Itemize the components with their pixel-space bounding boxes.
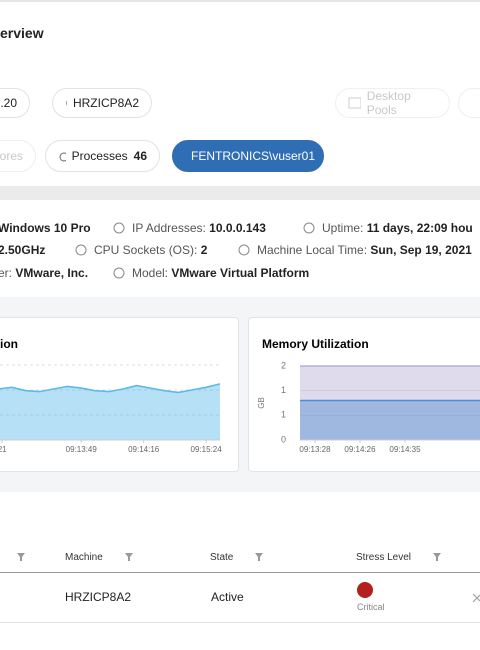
node[interactable]: 0.20 — [0, 88, 30, 118]
detail-label: er: — [0, 266, 13, 280]
area-fill — [0, 383, 220, 440]
x-tick-label: 09:15:24 — [191, 445, 223, 454]
detail-icon — [238, 244, 250, 256]
node-label: tores — [0, 149, 23, 163]
node-label: Processes — [71, 149, 128, 163]
detail-label: Model: — [132, 266, 169, 280]
cell: Critical — [357, 602, 385, 612]
detail-item: IP Addresses: 10.0.0.143 — [112, 221, 266, 235]
node[interactable]: Processes 46 — [45, 140, 160, 172]
node-count: 46 — [133, 149, 147, 163]
detail-label: Uptime: — [322, 221, 364, 235]
filter-icon[interactable] — [124, 552, 134, 562]
y-axis-label: GB — [257, 397, 266, 409]
top-border — [0, 0, 480, 2]
detail-value: VMware, Inc. — [15, 266, 89, 280]
area-fill — [300, 400, 480, 440]
detail-item: Machine Local Time: Sun, Sep 19, 2021 — [237, 243, 472, 257]
detail-value: 11 days, 22:09 hou — [366, 221, 473, 235]
detail-item: er: VMware, Inc. — [0, 266, 88, 280]
node[interactable]: HRZICP8A2 — [52, 88, 152, 118]
node-label: Desktop Pools — [366, 89, 411, 117]
y-tick-label: 2 — [281, 360, 286, 370]
column-header: Stress Level — [356, 552, 412, 563]
cell: Active — [211, 590, 244, 604]
detail-value: VMware Virtual Platform — [171, 266, 310, 280]
detail-item: Uptime: 11 days, 22:09 hou — [302, 221, 473, 235]
x-tick-label: 21 — [0, 445, 7, 454]
node[interactable] — [458, 88, 480, 118]
x-tick-label: 09:14:16 — [128, 445, 160, 454]
detail-label: IP Addresses: — [132, 221, 206, 235]
chart-title: tion — [0, 337, 18, 351]
y-tick-label: 1 — [281, 385, 286, 395]
node-icon — [348, 97, 361, 109]
node[interactable]: Desktop Pools — [335, 88, 450, 118]
detail-label: Machine Local Time: — [257, 243, 368, 257]
node-label: HRZICP8A2 — [72, 96, 139, 110]
x-tick-label: 09:14:26 — [344, 445, 376, 454]
chart-card — [248, 317, 480, 472]
row-rule — [0, 622, 480, 623]
detail-icon — [75, 244, 87, 256]
chart-card — [0, 317, 239, 472]
detail-value: 2 — [200, 243, 208, 257]
header-rule — [0, 572, 480, 573]
detail-item: 2.50GHz — [0, 243, 45, 257]
node[interactable]: tores — [0, 140, 36, 172]
detail-value: 10.0.0.143 — [209, 221, 266, 235]
detail-item: Windows 10 Pro — [0, 221, 91, 235]
filter-icon[interactable] — [254, 552, 264, 562]
chart-title: Memory Utilization — [262, 337, 369, 351]
filter-icon[interactable] — [432, 552, 442, 562]
detail-item: Model: VMware Virtual Platform — [112, 266, 309, 280]
detail-icon — [113, 267, 125, 279]
detail-label: CPU Sockets (OS): — [94, 243, 198, 257]
detail-value: Sun, Sep 19, 2021 — [370, 243, 472, 257]
separator — [0, 186, 480, 200]
detail-value: 2.50GHz — [0, 243, 46, 257]
x-tick-label: 09:13:28 — [299, 445, 331, 454]
node-icon — [59, 152, 66, 162]
node-selected[interactable]: FENTRONICS\vuser01 — [172, 140, 324, 172]
detail-value: Windows 10 Pro — [0, 221, 91, 235]
y-tick-label: 1 — [281, 410, 286, 420]
detail-icon — [113, 222, 125, 234]
area-fill — [300, 366, 480, 440]
filter-icon[interactable] — [16, 552, 26, 562]
y-tick-label: 0 — [281, 434, 286, 444]
area-line — [0, 383, 221, 394]
node-label: FENTRONICS\vuser01 — [191, 149, 316, 163]
column-header: Machine — [65, 552, 103, 563]
row-action[interactable] — [472, 593, 480, 603]
x-tick-label: 09:14:35 — [389, 445, 421, 454]
x-tick-label: 09:13:49 — [66, 445, 98, 454]
column-header: State — [210, 552, 234, 563]
stress-dot — [357, 582, 373, 598]
detail-item: CPU Sockets (OS): 2 — [74, 243, 207, 257]
detail-icon — [303, 222, 315, 234]
node-label: 0.20 — [0, 96, 17, 110]
page-title: erview — [0, 25, 44, 41]
cell: HRZICP8A2 — [65, 590, 132, 604]
